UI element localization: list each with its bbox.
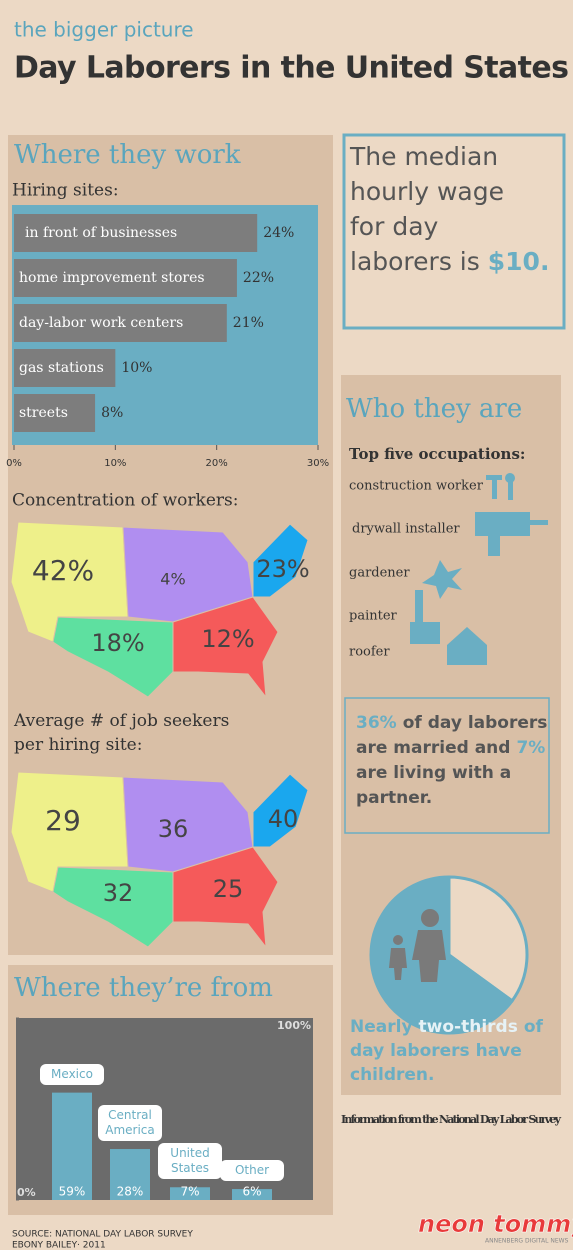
category-label: in front of businesses (25, 225, 177, 241)
value-label: 42% (32, 554, 94, 587)
bar (110, 1149, 150, 1200)
family-silhouette (389, 909, 446, 982)
pie-slice (447, 875, 529, 1003)
value-label: 36 (158, 815, 189, 843)
text: day laborers have (350, 1041, 522, 1061)
value-label: 6% (242, 1185, 261, 1199)
category-label: day-labor work centers (19, 315, 183, 331)
value-label: 4% (160, 570, 185, 589)
bar (232, 1189, 272, 1200)
category-label-box: Central America (98, 1105, 162, 1142)
value-label: 10% (121, 360, 152, 376)
text-line: day laborers have (350, 1041, 522, 1061)
value-label: 28% (117, 1185, 144, 1199)
category-label-box: Other (220, 1160, 284, 1182)
value-label: 12% (201, 625, 254, 653)
value-label: 23% (256, 555, 309, 583)
logo: neon tommy (418, 1210, 573, 1238)
text-line: Nearly two-thirds of (350, 1017, 544, 1037)
value-label: 24% (263, 225, 294, 241)
occupation: painter (349, 609, 398, 624)
wage-text: The median (349, 142, 498, 171)
text-line: 36% of day laborers (356, 713, 547, 733)
category-label: streets (19, 405, 68, 421)
subtitle: Average # of job seekers per hiring site: (13, 711, 229, 755)
bar (14, 394, 96, 432)
bar (14, 304, 227, 342)
category-label: Mexico (40, 1063, 104, 1085)
category-label: gas stations (19, 360, 104, 376)
bar (170, 1187, 210, 1200)
logo-sub: ANNENBERG DIGITAL NEWS (485, 1238, 569, 1245)
value-label: 29 (45, 804, 81, 837)
x-tick-label: 0% (6, 458, 22, 469)
wage-box (342, 133, 566, 330)
occupation: roofer (349, 645, 390, 660)
category-label: home improvement stores (19, 270, 205, 286)
value-label: 18% (91, 629, 144, 657)
occupation: gardener (349, 566, 410, 581)
category-label: Other (220, 1160, 284, 1182)
text-line: children. (350, 1065, 434, 1085)
map-region (172, 846, 279, 949)
value-label: 25 (213, 875, 244, 903)
x-tick-label: 10% (104, 458, 126, 469)
text-line: are married and 7% (356, 738, 545, 758)
x-tick-label: 30% (307, 458, 329, 469)
category-label: United States (158, 1143, 222, 1180)
wage-amount: $10. (488, 247, 550, 276)
section-title: Who they are (346, 394, 522, 424)
text: are living with a (356, 763, 511, 783)
wage-text: hourly wage (350, 177, 504, 206)
y-tick-label: 0% (17, 1186, 36, 1199)
text: of (524, 1017, 544, 1037)
subtitle: Concentration of workers: (12, 491, 238, 511)
text: partner. (356, 788, 432, 808)
value-label: 22% (243, 270, 274, 286)
married-box (344, 697, 550, 834)
value-label: 8% (101, 405, 123, 421)
text: are married and (356, 738, 510, 758)
value-label: 32 (103, 879, 134, 907)
text: children. (350, 1065, 434, 1085)
occupation: drywall installer (352, 522, 460, 537)
bar (14, 214, 258, 252)
text: of day laborers (403, 713, 548, 733)
icons (410, 473, 548, 665)
wage-text: for day (350, 212, 439, 241)
section-title: Where they work (14, 140, 241, 170)
x-tick-label: 20% (206, 458, 228, 469)
value-label: 40 (268, 805, 299, 833)
highlight-text: 7% (516, 738, 545, 758)
title: Day Laborers in the United States (14, 51, 569, 86)
text-line: partner. (356, 788, 432, 808)
subtitle: Hiring sites: (12, 181, 119, 201)
category-label-box: Mexico (40, 1063, 104, 1085)
section-title: Where they’re from (14, 973, 273, 1003)
value-label: 21% (233, 315, 264, 331)
footer-author: EBONY BAILEY· 2011 (12, 1241, 106, 1250)
wage-text: laborers is (350, 247, 480, 276)
bar (14, 349, 116, 387)
highlight-text: 36% (356, 713, 397, 733)
category-label-box: United States (158, 1143, 222, 1180)
occupation: construction worker (349, 479, 484, 494)
bar (52, 1092, 92, 1200)
footer-source: SOURCE: NATIONAL DAY LABOR SURVEY (12, 1230, 193, 1240)
y-tick-label: 100% (277, 1019, 311, 1032)
bar (14, 259, 237, 297)
kicker: the bigger picture (14, 18, 194, 42)
category-label: Central America (98, 1105, 162, 1142)
text-line: are living with a (356, 763, 511, 783)
map-region (172, 596, 279, 699)
text: Nearly (350, 1017, 413, 1037)
value-label: 59% (59, 1185, 86, 1199)
value-label: 7% (180, 1185, 199, 1199)
highlight-text: two-thirds (419, 1017, 518, 1037)
source-note: Information from the National Day Labor … (341, 1113, 562, 1126)
subtitle: Top five occupations: (349, 445, 525, 463)
